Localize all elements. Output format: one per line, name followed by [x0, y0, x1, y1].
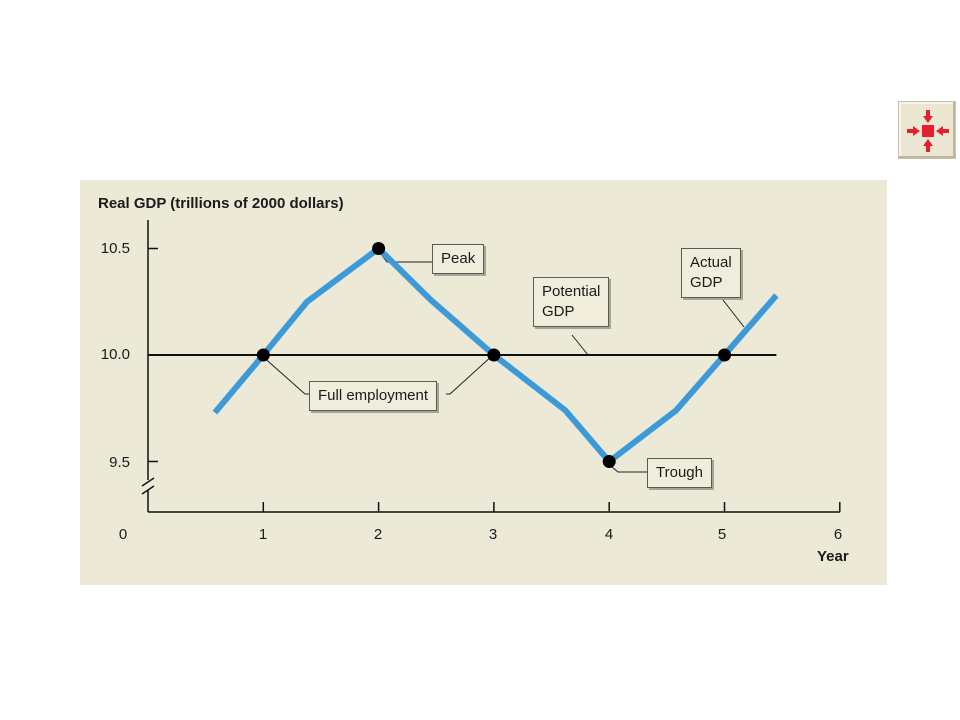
data-point [372, 242, 386, 255]
y-tick-label: 10.0 [100, 346, 130, 363]
data-point [602, 455, 616, 468]
data-point [256, 348, 270, 362]
potential-gdp-line1: Potential [542, 283, 601, 300]
plot-marks [148, 242, 779, 468]
x-tick-label: 5 [717, 526, 727, 543]
full-employment-connector-left [260, 354, 312, 395]
chart-panel: Real GDP (trillions of 2000 dollars) Yea… [80, 180, 887, 585]
y-axis-title: Real GDP (trillions of 2000 dollars) [98, 195, 344, 212]
x-tick-label: 6 [833, 526, 843, 543]
data-point [718, 348, 731, 362]
x-tick-label: 1 [258, 526, 268, 543]
y-axis-break-mark [141, 477, 155, 487]
actual-gdp-connector [722, 299, 745, 328]
axis-ticks [148, 247, 841, 512]
actual-gdp-callout: Actual GDP [681, 248, 741, 298]
x-tick-label: 3 [488, 526, 498, 543]
potential-gdp-line2: GDP [542, 303, 575, 320]
full-employment-callout: Full employment [309, 381, 438, 411]
full-employment-connector-right [446, 354, 494, 395]
collapse-arrows-icon [907, 110, 949, 152]
y-tick-label: 10.5 [100, 240, 130, 257]
x-tick-label: 2 [373, 526, 383, 543]
trough-callout: Trough [647, 458, 712, 488]
peak-callout: Peak [432, 244, 485, 274]
data-point [487, 348, 501, 362]
x-axis-title: Year [817, 548, 849, 565]
actual-gdp-line2: GDP [690, 274, 723, 291]
gdp-chart [141, 220, 841, 513]
actual-gdp-line1: Actual [690, 254, 732, 271]
x-tick-label: 4 [604, 526, 614, 543]
y-tick-label: 9.5 [109, 454, 130, 471]
y-axis-break-mark [141, 485, 155, 495]
collapse-view-button[interactable] [898, 101, 956, 159]
x-origin-label: 0 [118, 526, 128, 543]
potential-gdp-callout: Potential GDP [533, 277, 610, 327]
potential-gdp-connector [571, 334, 589, 356]
